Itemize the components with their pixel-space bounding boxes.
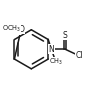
- Text: S: S: [63, 31, 68, 40]
- Text: OCH$_3$: OCH$_3$: [2, 24, 21, 34]
- Text: O: O: [18, 25, 24, 34]
- Text: N: N: [48, 45, 54, 54]
- Text: CH$_3$: CH$_3$: [49, 57, 63, 67]
- Text: Cl: Cl: [75, 51, 83, 60]
